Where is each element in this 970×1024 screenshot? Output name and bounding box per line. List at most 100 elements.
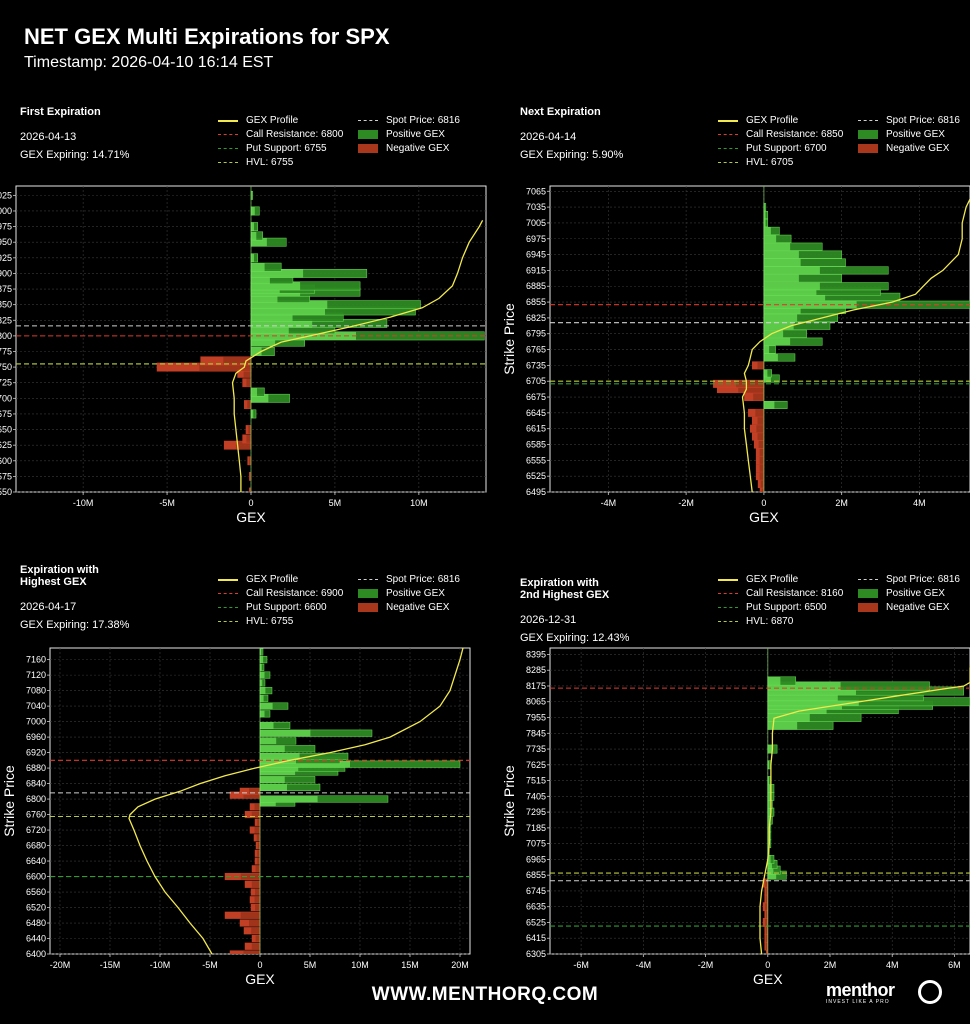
x-tick-label: -5M: [159, 498, 175, 508]
gex-bar-highlight: [748, 409, 756, 417]
legend-spot-price-swatch: [858, 120, 878, 121]
x-tick-label: -6M: [573, 960, 589, 970]
x-tick-label: -4M: [636, 960, 652, 970]
gex-bar-highlight: [260, 656, 264, 663]
gex-bar-highlight: [752, 432, 758, 441]
legend-gex-profile: GEX Profile: [718, 573, 798, 586]
y-tick-label: 6900: [0, 268, 12, 278]
gex-bar-highlight: [251, 325, 289, 334]
y-tick-label: 6765: [526, 345, 546, 355]
gex-bar-highlight: [767, 800, 770, 809]
x-tick-label: 20M: [451, 960, 469, 970]
gex-profile-line: [128, 648, 464, 954]
gex-bar-highlight: [763, 314, 798, 322]
gex-bar-highlight: [225, 911, 241, 919]
gex-bar-highlight: [763, 227, 771, 235]
y-tick-label: 6975: [0, 222, 12, 232]
gex-bar-highlight: [767, 871, 777, 880]
legend-call-resistance-swatch: [218, 134, 238, 135]
gex-bar-highlight: [767, 713, 810, 722]
gex-bar-highlight: [767, 692, 838, 701]
plot-content: [550, 648, 970, 954]
gex-bar-highlight: [251, 904, 256, 911]
gex-bar-highlight: [763, 282, 820, 290]
gex-bar-highlight: [254, 834, 257, 842]
gex-bar-highlight: [763, 918, 766, 927]
footer-url[interactable]: WWW.MENTHORQ.COM: [371, 984, 599, 1005]
panel-title-line: Next Expiration: [520, 106, 601, 118]
legend-put-support-label: Put Support: 6600: [246, 602, 327, 613]
y-tick-label: 6840: [26, 779, 46, 789]
legend-hvl-label: HVL: 6755: [246, 616, 294, 627]
y-tick-label: 6885: [526, 281, 546, 291]
y-tick-label: 7735: [526, 744, 546, 754]
panel-title: Expiration with 2nd Highest GEX: [520, 577, 609, 601]
gex-bar-highlight: [260, 776, 285, 784]
legend-put-support-label: Put Support: 6500: [746, 602, 827, 613]
y-tick-label: 6825: [526, 313, 546, 323]
gex-bar-highlight: [245, 811, 252, 818]
gex-bar-highlight: [244, 400, 248, 409]
legend-negative-gex: Negative GEX: [358, 142, 449, 155]
gex-bar-highlight: [763, 211, 766, 219]
gex-bar-highlight: [242, 434, 247, 444]
legend-gex-profile-label: GEX Profile: [746, 115, 799, 126]
y-axis-label: Strike Price: [501, 765, 517, 837]
x-tick-label: -20M: [50, 960, 71, 970]
y-tick-label: 7160: [26, 655, 46, 665]
x-tick-label: -15M: [100, 960, 121, 970]
panel-date: 2026-04-14: [520, 131, 577, 143]
gex-bar-highlight: [763, 258, 801, 267]
legend-call-resistance-label: Call Resistance: 6850: [746, 129, 844, 140]
gex-bar-highlight: [249, 487, 251, 492]
legend-spot-price: Spot Price: 6816: [358, 114, 460, 127]
gex-bar-highlight: [230, 950, 244, 954]
legend-gex-profile-swatch: [718, 119, 738, 122]
gex-bar-highlight: [767, 686, 856, 696]
x-tick-label: -10M: [73, 498, 94, 508]
legend-put-support: Put Support: 6700: [718, 142, 827, 155]
x-tick-label: 2M: [835, 498, 848, 508]
y-tick-label: 6750: [0, 362, 12, 372]
legend-positive-gex-swatch: [858, 589, 878, 598]
legend-put-support-swatch: [218, 148, 238, 149]
legend-positive-gex: Positive GEX: [358, 587, 445, 600]
gex-bar-highlight: [260, 729, 311, 737]
legend-spot-price-label: Spot Price: 6816: [886, 574, 960, 585]
gex-bar-highlight: [225, 873, 241, 880]
legend-positive-gex: Positive GEX: [858, 587, 945, 600]
y-axis-label: Strike Price: [1, 765, 17, 837]
gex-bar-highlight: [251, 275, 270, 284]
legend-negative-gex-label: Negative GEX: [386, 143, 450, 154]
gex-bar-highlight: [251, 263, 265, 272]
gex-bar-highlight: [766, 949, 767, 954]
panel-legend: GEX Profile Spot Price: 6816 Call Resistan…: [218, 114, 468, 170]
y-tick-label: 7295: [526, 807, 546, 817]
x-tick-label: -10M: [150, 960, 171, 970]
panel-legend: GEX Profile Spot Price: 6816 Call Resistan…: [718, 573, 968, 629]
legend-gex-profile-label: GEX Profile: [746, 574, 799, 585]
gex-bar-highlight: [256, 842, 258, 849]
legend-negative-gex-swatch: [358, 144, 378, 153]
gex-bar-highlight: [260, 745, 285, 753]
panel-title: Next Expiration: [520, 106, 601, 118]
gex-bar-highlight: [250, 803, 255, 811]
gex-bar-highlight: [251, 269, 304, 278]
panel-gex-expiring: GEX Expiring: 14.71%: [20, 149, 130, 161]
legend-call-resistance: Call Resistance: 6850: [718, 128, 843, 141]
legend-positive-gex: Positive GEX: [358, 128, 445, 141]
gex-bar-highlight: [764, 910, 767, 919]
legend-positive-gex-label: Positive GEX: [386, 588, 445, 599]
x-axis-label: GEX: [245, 971, 275, 987]
legend-call-resistance: Call Resistance: 6900: [218, 587, 343, 600]
gex-bar-highlight: [763, 266, 820, 275]
y-tick-label: 6635: [526, 902, 546, 912]
gex-bar-highlight: [251, 394, 269, 403]
panel-title-line: Highest GEX: [20, 576, 87, 588]
gex-bar-highlight: [224, 441, 237, 450]
y-tick-label: 6760: [26, 810, 46, 820]
x-tick-label: -2M: [698, 960, 714, 970]
gex-bar-highlight: [260, 710, 265, 718]
gex-bar-highlight: [251, 337, 276, 347]
gex-bar-highlight: [252, 935, 256, 942]
